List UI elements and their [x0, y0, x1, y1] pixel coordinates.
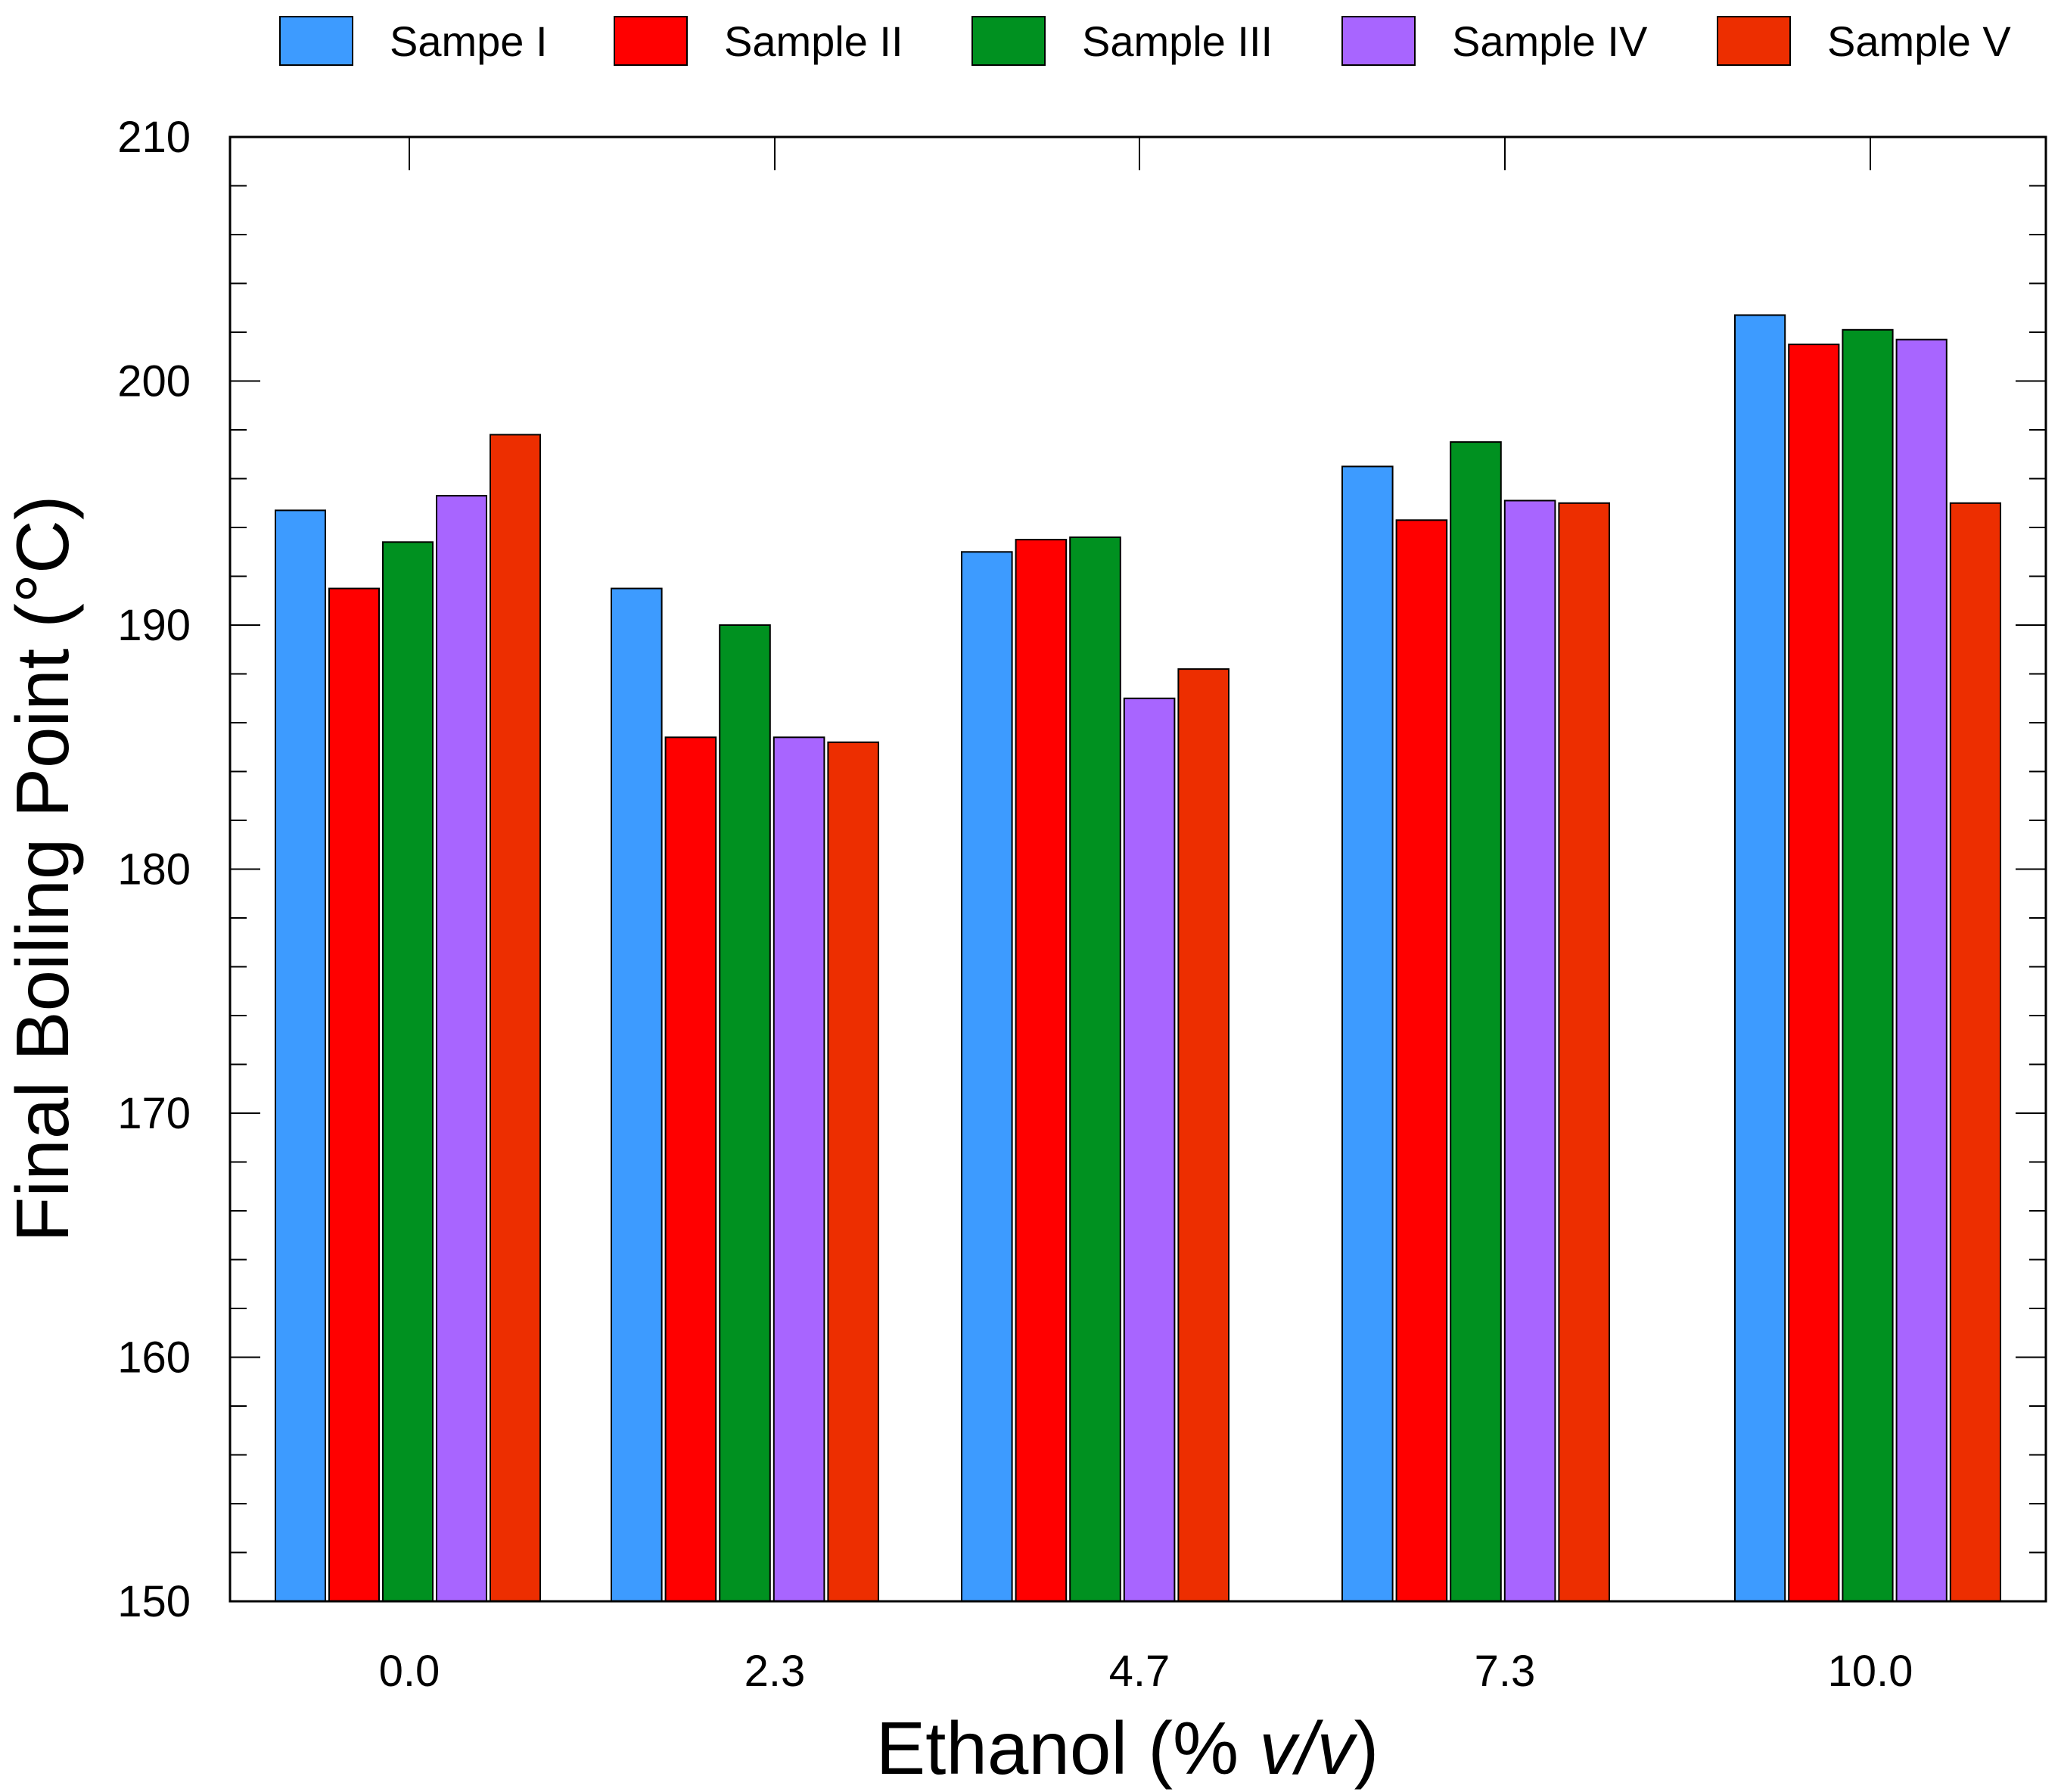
- bar-5-7.3: [1558, 502, 1610, 1603]
- x-tick-label: 2.3: [745, 1647, 806, 1696]
- bar-3-4.7: [1069, 536, 1121, 1602]
- x-tick-labels: 0.0 2.3 4.7 7.3 10.0: [379, 1647, 1913, 1696]
- y-tick-label: 210: [117, 113, 191, 162]
- x-tick-label: 0.0: [379, 1647, 440, 1696]
- bar-4-7.3: [1503, 499, 1556, 1602]
- bar-1-0.0: [275, 509, 326, 1602]
- bar-5-10.0: [1949, 502, 2002, 1603]
- bar-4-0.0: [436, 495, 487, 1602]
- legend-swatch: [614, 16, 688, 66]
- x-tick-label: 7.3: [1475, 1647, 1536, 1696]
- y-tick-label: 150: [117, 1577, 191, 1626]
- x-axis-title-italic: v/v: [1259, 1706, 1357, 1790]
- legend-swatch: [1341, 16, 1416, 66]
- y-tick-labels: 150 160 170 180 190 200 210: [117, 113, 191, 1626]
- legend: Sampe I Sample II Sample III Sample IV Sampl…: [279, 16, 2011, 66]
- x-axis-title-suffix: ): [1354, 1706, 1379, 1790]
- bar-2-0.0: [328, 587, 380, 1602]
- bar-5-4.7: [1177, 668, 1230, 1602]
- legend-swatch: [971, 16, 1046, 66]
- bar-1-2.3: [611, 587, 663, 1602]
- y-tick-label: 170: [117, 1089, 191, 1138]
- legend-label: Sample V: [1827, 17, 2011, 65]
- bar-1-7.3: [1341, 465, 1394, 1602]
- bar-2-4.7: [1015, 539, 1068, 1602]
- bar-5-2.3: [827, 741, 880, 1602]
- bar-2-7.3: [1395, 519, 1448, 1602]
- bar-3-2.3: [719, 624, 771, 1602]
- y-tick-label: 160: [117, 1333, 191, 1383]
- x-axis-title: Ethanol (% v/v): [876, 1706, 1379, 1790]
- bar-3-10.0: [1842, 328, 1894, 1602]
- legend-label: Sampe I: [390, 17, 548, 65]
- bar-1-4.7: [961, 551, 1013, 1603]
- bar-2-10.0: [1788, 344, 1840, 1603]
- y-tick-label: 180: [117, 845, 191, 894]
- y-axis-title: Final Boiling Point (°C): [1, 496, 84, 1243]
- bar-3-7.3: [1450, 441, 1502, 1602]
- x-tick-label: 4.7: [1109, 1647, 1170, 1696]
- legend-swatch: [1717, 16, 1791, 66]
- bars: [275, 314, 2002, 1603]
- bar-4-2.3: [772, 736, 825, 1602]
- axis-ticks: [230, 137, 2046, 1554]
- legend-label: Sample III: [1082, 17, 1273, 65]
- bar-2-2.3: [664, 736, 717, 1602]
- x-tick-label: 10.0: [1828, 1647, 1913, 1696]
- bar-4-4.7: [1123, 697, 1176, 1603]
- x-axis-title-prefix: Ethanol (%: [876, 1706, 1260, 1790]
- bar-5-0.0: [490, 434, 541, 1602]
- bar-3-0.0: [382, 541, 434, 1602]
- y-tick-label: 190: [117, 601, 191, 650]
- legend-label: Sample IV: [1452, 17, 1648, 65]
- bar-1-10.0: [1734, 314, 1786, 1602]
- legend-swatch: [279, 16, 353, 66]
- legend-label: Sample II: [724, 17, 903, 65]
- y-tick-label: 200: [117, 357, 191, 406]
- bar-4-10.0: [1895, 338, 1948, 1603]
